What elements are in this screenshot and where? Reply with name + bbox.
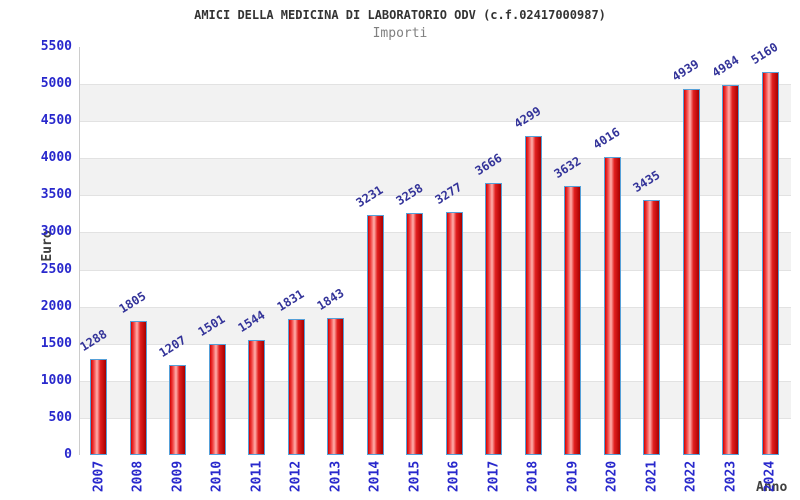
x-tick-label: 2015 [407,460,423,493]
y-tick-label: 2000 [40,298,72,314]
bar [485,183,502,455]
gridline [80,343,791,345]
x-axis-title: Anno [756,480,788,495]
bar [643,200,660,455]
x-tick-label: 2022 [683,460,699,493]
gridline [80,269,791,271]
bar [288,319,305,455]
x-tick-label: 2008 [130,460,146,493]
x-tick-label: 2014 [367,460,383,493]
bar [406,213,423,455]
x-tick-label: 2011 [249,460,265,493]
bar [327,318,344,455]
bar [367,215,384,455]
gridline [80,306,791,308]
grid-band [80,121,791,159]
gridline [80,158,791,160]
bar [248,340,265,455]
x-tick-label: 2018 [525,460,541,493]
bar [762,72,779,455]
gridline [80,121,791,123]
y-tick-label: 5500 [40,39,72,54]
y-tick-label: 1000 [40,372,72,388]
x-tick-label: 2007 [91,460,107,493]
x-tick-label: 2024 [762,460,778,493]
chart-title: AMICI DELLA MEDICINA DI LABORATORIO ODV … [194,8,606,22]
x-tick-label: 2017 [486,460,502,493]
x-tick-label: 2013 [328,460,344,493]
gridline [80,232,791,234]
gridline [80,417,791,419]
bar [130,321,147,455]
x-tick-label: 2009 [170,460,186,493]
y-tick-label: 3000 [40,224,72,240]
grid-band [80,47,791,85]
x-tick-label: 2010 [209,460,225,493]
grid-band [80,84,791,122]
grid-band [80,343,791,381]
bar [564,186,581,455]
grid-band [80,269,791,307]
y-tick-label: 1500 [40,335,72,351]
plot-area [79,47,791,455]
x-tick-label: 2023 [723,460,739,493]
bar [446,212,463,455]
bar [90,359,107,455]
gridline [80,380,791,382]
bar [604,157,621,455]
grid-band [80,232,791,270]
gridline [80,84,791,86]
bar [683,89,700,455]
grid-band [80,195,791,233]
x-tick-label: 2016 [446,460,462,493]
y-tick-label: 500 [48,409,72,425]
bar [722,85,739,455]
y-tick-label: 4500 [40,113,72,129]
chart-subtitle: Importi [372,26,428,41]
grid-band [80,158,791,196]
y-tick-label: 5000 [40,76,72,92]
y-tick-label: 3500 [40,187,72,203]
bar [209,344,226,455]
x-tick-label: 2020 [604,460,620,493]
bar [525,136,542,455]
x-tick-label: 2019 [565,460,581,493]
x-tick-label: 2012 [288,460,304,493]
grid-band [80,306,791,344]
y-tick-label: 0 [64,447,72,462]
x-tick-label: 2021 [644,460,660,493]
gridline [80,195,791,197]
y-tick-label: 4000 [40,150,72,166]
grid-band [80,417,791,455]
grid-band [80,380,791,418]
bar [169,365,186,455]
y-tick-label: 2500 [40,261,72,277]
